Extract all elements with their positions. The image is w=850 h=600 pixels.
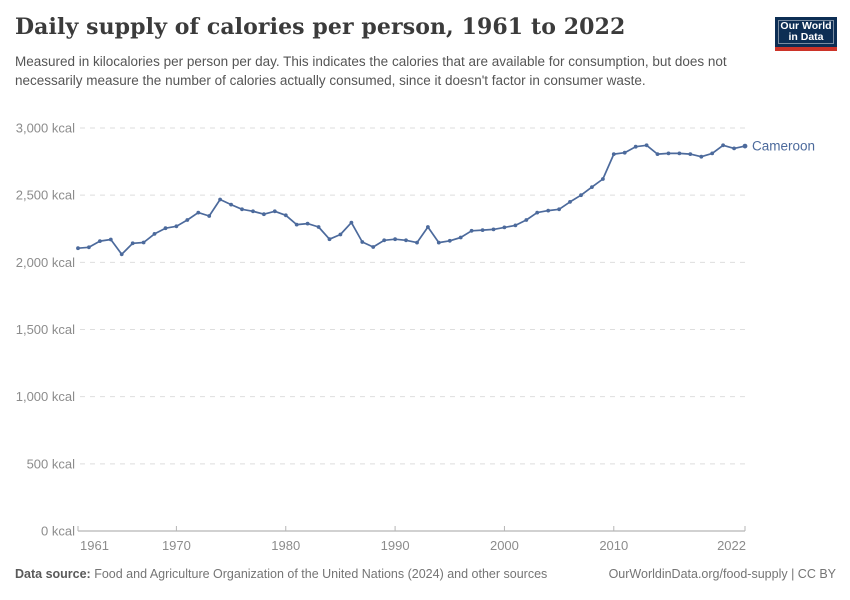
data-point-1993[interactable] [426, 225, 430, 229]
owid-logo[interactable]: Our World in Data [775, 17, 837, 51]
data-point-1966[interactable] [130, 241, 135, 246]
owid-logo-frame: Our World in Data [778, 20, 834, 44]
data-point-1971[interactable] [185, 218, 190, 222]
data-point-2006[interactable] [568, 200, 572, 204]
data-point-2015[interactable] [666, 151, 671, 156]
y-tick-label-2000: 2,000 kcal [16, 255, 75, 270]
owid-logo-line2: in Data [788, 31, 824, 43]
data-point-1977[interactable] [251, 209, 255, 214]
data-point-1969[interactable] [163, 226, 168, 231]
x-tick-label-1970: 1970 [162, 538, 191, 553]
data-point-1973[interactable] [207, 214, 212, 218]
data-point-1974[interactable] [218, 197, 223, 202]
data-point-1994[interactable] [436, 240, 441, 245]
chart-subtitle: Measured in kilocalories per person per … [15, 54, 727, 89]
entity-label-cameroon[interactable]: Cameroon [752, 139, 815, 154]
data-point-1962[interactable] [87, 245, 91, 250]
data-point-2011[interactable] [622, 150, 627, 155]
x-tick-label-2000: 2000 [490, 538, 519, 553]
data-point-1992[interactable] [415, 240, 419, 245]
data-point-1999[interactable] [491, 227, 496, 232]
data-point-1980[interactable] [283, 213, 288, 218]
data-point-1983[interactable] [316, 225, 321, 229]
y-tick-label-500: 500 kcal [27, 456, 76, 471]
data-point-2018[interactable] [699, 154, 704, 159]
x-tick-label-1980: 1980 [271, 538, 300, 553]
data-point-2012[interactable] [633, 144, 638, 149]
data-point-2021[interactable] [732, 146, 736, 151]
x-tick-label-2022: 2022 [717, 538, 746, 553]
data-point-2016[interactable] [677, 151, 682, 156]
data-point-2004[interactable] [546, 208, 551, 213]
data-point-1984[interactable] [327, 237, 332, 242]
data-point-1987[interactable] [360, 240, 365, 244]
data-point-1991[interactable] [404, 238, 408, 243]
data-point-1989[interactable] [382, 238, 387, 243]
data-point-1978[interactable] [262, 212, 266, 217]
data-point-1964[interactable] [108, 237, 113, 242]
data-point-1995[interactable] [447, 238, 452, 243]
data-point-1997[interactable] [469, 228, 474, 233]
data-point-1982[interactable] [305, 221, 310, 226]
data-point-2000[interactable] [502, 225, 507, 230]
y-tick-label-2500: 2,500 kcal [16, 188, 75, 203]
y-tick-label-1500: 1,500 kcal [16, 322, 75, 337]
data-point-1968[interactable] [152, 232, 157, 236]
data-point-1975[interactable] [229, 202, 234, 207]
data-point-1967[interactable] [141, 240, 146, 245]
footer: Data source: Food and Agriculture Organi… [15, 567, 836, 581]
data-point-2005[interactable] [557, 207, 561, 212]
data-point-1986[interactable] [349, 220, 354, 225]
data-point-2009[interactable] [601, 177, 605, 181]
data-point-1988[interactable] [371, 245, 376, 249]
data-point-1976[interactable] [240, 207, 244, 212]
data-point-2020[interactable] [721, 143, 725, 148]
data-point-1965[interactable] [119, 252, 124, 257]
x-tick-label-1990: 1990 [381, 538, 410, 553]
y-tick-label-0: 0 kcal [41, 524, 75, 539]
y-tick-label-1000: 1,000 kcal [16, 389, 75, 404]
data-point-1979[interactable] [272, 209, 277, 214]
x-tick-label-2010: 2010 [599, 538, 628, 553]
data-point-2008[interactable] [590, 185, 594, 190]
data-point-1985[interactable] [338, 232, 343, 237]
data-point-1998[interactable] [480, 228, 485, 233]
data-point-2001[interactable] [513, 223, 518, 228]
data-point-2010[interactable] [611, 152, 616, 157]
data-point-1970[interactable] [174, 224, 179, 229]
owid-logo-line1: Our World [780, 19, 832, 32]
data-point-1996[interactable] [458, 235, 463, 240]
series-line-cameroon[interactable] [77, 144, 746, 256]
data-point-2013[interactable] [644, 143, 649, 148]
data-source-note: Data source: Food and Agriculture Organi… [15, 567, 547, 581]
data-source-text: Food and Agriculture Organization of the… [94, 567, 548, 581]
data-point-1963[interactable] [98, 239, 102, 244]
page-title: Daily supply of calories per person, 196… [15, 14, 626, 40]
data-point-2022[interactable] [742, 143, 748, 149]
data-point-1961[interactable] [76, 246, 80, 251]
data-point-1972[interactable] [196, 210, 201, 215]
data-point-2002[interactable] [524, 218, 529, 222]
data-point-1981[interactable] [294, 222, 299, 227]
data-point-2003[interactable] [535, 210, 540, 215]
data-point-2017[interactable] [688, 152, 693, 157]
data-point-2014[interactable] [655, 152, 660, 157]
footer-citation-link[interactable]: OurWorldinData.org/food-supply | CC BY [608, 567, 836, 581]
y-tick-label-3000: 3,000 kcal [16, 121, 75, 136]
x-tick-label-1961: 1961 [80, 538, 109, 553]
data-point-1990[interactable] [393, 237, 397, 242]
data-source-label: Data source: [15, 567, 91, 581]
data-point-2019[interactable] [710, 151, 715, 156]
data-point-2007[interactable] [579, 193, 583, 198]
